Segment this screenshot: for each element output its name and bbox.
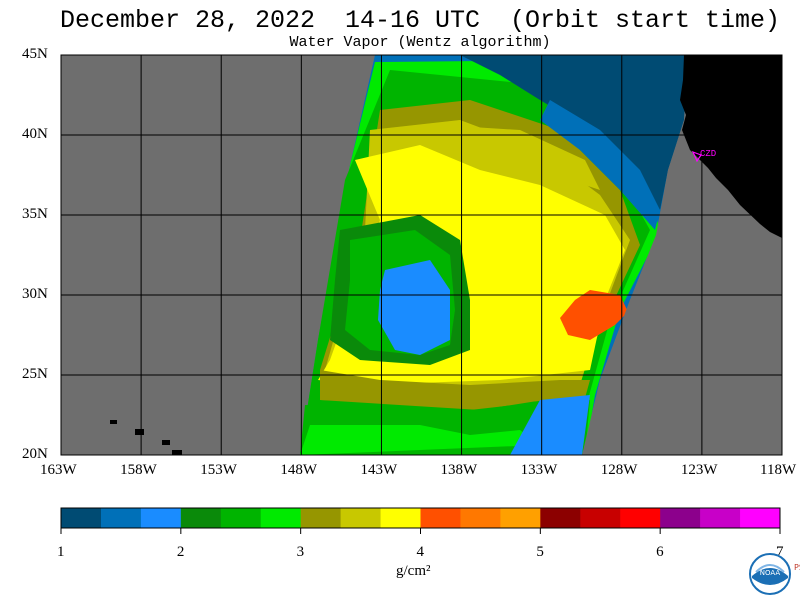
colorbar-swatch (140, 508, 182, 528)
colorbar-tick-label: 7 (776, 544, 784, 560)
colorbar-swatch (420, 508, 461, 528)
swath-layer (110, 55, 782, 455)
colorbar-swatch (580, 508, 621, 528)
colorbar-tick-label: 3 (296, 544, 305, 560)
colorbar-swatch (620, 508, 661, 528)
units-label: g/cm² (396, 563, 431, 579)
colorbar-swatch (740, 508, 781, 528)
colorbar-tick-label: 1 (57, 544, 65, 560)
longitude-label: 148W (280, 462, 317, 478)
latitude-label: 45N (22, 46, 48, 62)
longitude-label: 163W (40, 462, 77, 478)
longitude-label: 143W (360, 462, 398, 478)
longitude-label: 118W (760, 462, 797, 478)
longitude-label: 133W (520, 462, 558, 478)
map-subtitle: Water Vapor (Wentz algorithm) (289, 34, 551, 51)
swath-band-east-blue (510, 395, 590, 455)
latitude-label: 25N (22, 366, 48, 382)
map-frame (60, 54, 783, 456)
colorbar-tick-label: 2 (176, 544, 185, 560)
longitude-label: 138W (440, 462, 478, 478)
longitude-label: 158W (120, 462, 157, 478)
map-title: December 28, 2022 14-16 UTC (Orbit start… (59, 6, 781, 35)
colorbar-swatch (540, 508, 581, 528)
colorbar-swatch (380, 508, 421, 528)
colorbar-swatch (500, 508, 541, 528)
longitude-label: 123W (680, 462, 718, 478)
station-label: CZD (700, 149, 716, 159)
noaa-logo-icon: NOAA (749, 553, 791, 595)
colorbar-tick-label: 6 (656, 544, 664, 560)
swath-band-south-lightgreen (300, 425, 540, 455)
lat-lon-grid (61, 55, 782, 455)
latitude-label: 40N (22, 126, 48, 142)
longitude-label: 128W (600, 462, 638, 478)
latitude-label: 30N (22, 286, 48, 302)
svg-text:NOAA: NOAA (760, 569, 781, 577)
psl-logo-text: PSL (794, 563, 800, 572)
colorbar-swatch (660, 508, 701, 528)
swath-band-olive-middle (440, 125, 600, 190)
colorbar-swatch (260, 508, 302, 528)
longitude-label: 153W (200, 462, 237, 478)
colorbar-swatch (340, 508, 382, 528)
latitude-label: 35N (22, 206, 48, 222)
land-california (680, 55, 782, 238)
colorbar-swatch (220, 508, 262, 528)
swath-band-west-blue (378, 260, 450, 355)
hawaii-islands (110, 420, 182, 455)
colorbar-swatch (180, 508, 222, 528)
colorbar-swatch (100, 508, 142, 528)
colorbar-swatch (300, 508, 342, 528)
colorbar-swatch (61, 508, 102, 528)
swath-band-northeast-lightblue (540, 100, 660, 230)
colorbar-tick-label: 5 (536, 544, 544, 560)
station-marker: CZD (691, 149, 716, 163)
colorbar (60, 507, 781, 534)
colorbar-tick-label: 4 (416, 544, 425, 560)
colorbar-swatch (700, 508, 741, 528)
colorbar-swatch (460, 508, 501, 528)
latitude-label: 20N (22, 446, 48, 462)
plume-orange (560, 290, 628, 340)
swath-band-olive-south (320, 370, 590, 405)
